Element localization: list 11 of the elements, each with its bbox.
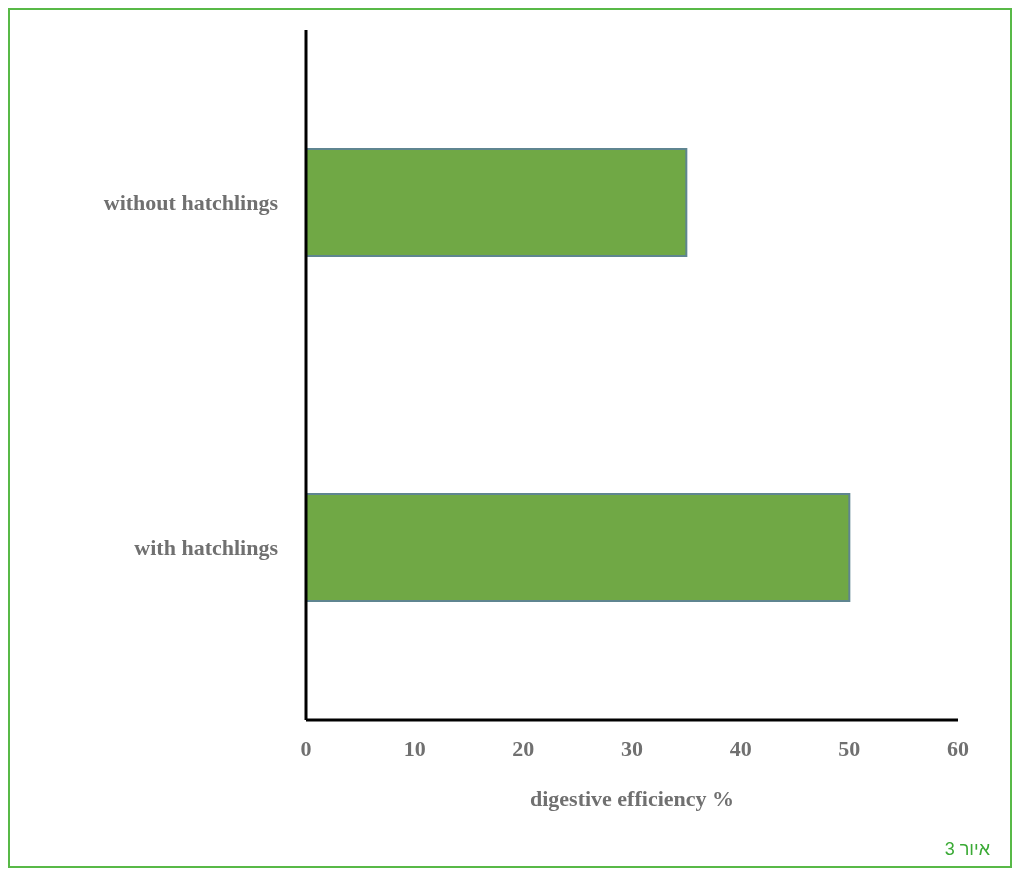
x-tick-label: 40 bbox=[729, 735, 752, 761]
x-tick-label: 20 bbox=[512, 735, 535, 761]
x-tick-label: 0 bbox=[300, 735, 312, 761]
text: איור 3 bbox=[944, 839, 990, 860]
x-tick-label: 60 bbox=[947, 735, 969, 761]
x-axis-title: digestive efficiency % bbox=[529, 786, 735, 811]
x-tick-label: 30 bbox=[621, 735, 643, 761]
y-tick-label: with hatchlings bbox=[134, 535, 279, 561]
y-tick-label: without hatchlings bbox=[103, 190, 279, 216]
x-tick-label: 50 bbox=[838, 735, 861, 761]
x-tick-label: 10 bbox=[403, 735, 426, 761]
